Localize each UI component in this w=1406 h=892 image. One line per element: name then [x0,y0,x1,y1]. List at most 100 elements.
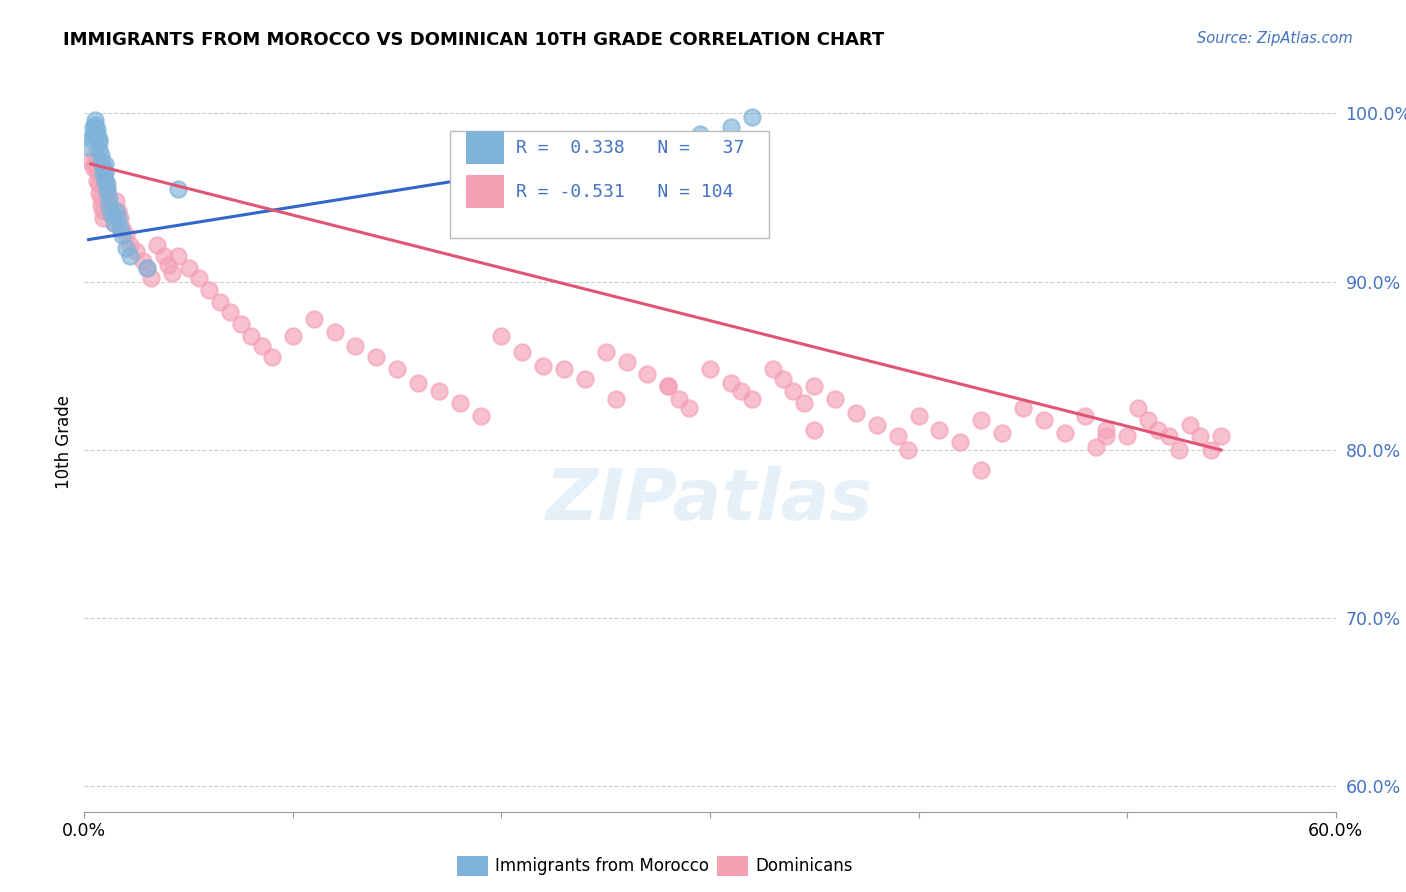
Point [103,216,125,230]
Text: R =  0.338   N =   37: R = 0.338 N = 37 [516,138,744,157]
FancyBboxPatch shape [450,130,769,238]
Point [281,328,304,343]
Point [366,351,388,365]
Point [531,359,554,373]
Point [167,182,190,196]
Point [115,241,138,255]
Point [98,199,121,213]
Point [103,216,125,230]
Point [91,204,114,219]
Point [82,120,104,134]
Point [1116,429,1139,443]
Point [87,135,110,149]
Point [553,362,575,376]
Point [595,345,617,359]
Point [1147,423,1170,437]
Point [120,237,142,252]
Point [177,261,200,276]
Point [637,368,659,382]
Point [90,190,112,204]
Point [1012,401,1035,415]
Point [94,174,117,188]
Point [344,338,367,352]
Point [83,113,105,128]
Point [96,182,118,196]
Point [96,190,118,204]
Point [87,131,110,145]
Point [1074,409,1097,424]
Point [302,311,325,326]
Point [136,261,159,276]
Point [132,254,155,268]
Point [111,227,134,242]
Point [678,401,700,415]
Text: Dominicans: Dominicans [755,857,852,875]
Point [139,271,162,285]
Point [86,128,108,143]
Point [91,161,114,175]
Point [323,325,346,339]
Point [699,362,721,376]
Point [160,266,183,280]
Point [1126,401,1149,415]
Text: Source: ZipAtlas.com: Source: ZipAtlas.com [1197,31,1353,46]
Point [1168,442,1191,457]
Point [188,271,211,285]
Point [657,379,679,393]
Point [824,392,846,407]
Point [689,127,711,141]
Point [1084,440,1107,454]
Point [907,409,929,424]
Point [90,153,112,168]
Point [491,328,513,343]
Point [87,144,110,158]
Point [219,305,242,319]
Point [803,379,825,393]
Point [928,423,950,437]
Point [120,249,142,263]
Point [83,148,105,162]
Point [406,376,429,390]
Point [104,204,127,219]
Point [90,148,112,162]
Point [449,396,471,410]
Point [79,153,101,168]
Point [1136,412,1159,426]
Point [107,211,129,225]
Point [866,417,889,432]
Point [96,177,118,191]
Point [90,199,112,213]
Text: ZIPatlas: ZIPatlas [547,467,873,535]
Point [1199,442,1222,457]
Point [657,379,679,393]
Point [1032,412,1054,426]
Point [240,328,263,343]
Point [115,227,138,242]
Point [970,463,993,477]
Bar [465,175,503,209]
Point [94,165,117,179]
Point [96,184,118,198]
Point [86,174,108,188]
Point [262,351,284,365]
Text: Immigrants from Morocco: Immigrants from Morocco [495,857,709,875]
Point [156,258,179,272]
Point [91,211,114,225]
Point [104,194,127,208]
Point [427,384,450,398]
Point [949,434,972,449]
Point [605,392,627,407]
Text: R = -0.531   N = 104: R = -0.531 N = 104 [516,183,734,201]
Point [125,244,148,259]
Point [1178,417,1201,432]
Point [91,167,114,181]
Point [87,177,110,191]
Point [470,409,492,424]
Point [803,423,825,437]
Point [385,362,409,376]
Point [991,426,1014,441]
Point [1095,423,1118,437]
Point [107,204,129,219]
Point [741,392,763,407]
Point [595,144,617,158]
